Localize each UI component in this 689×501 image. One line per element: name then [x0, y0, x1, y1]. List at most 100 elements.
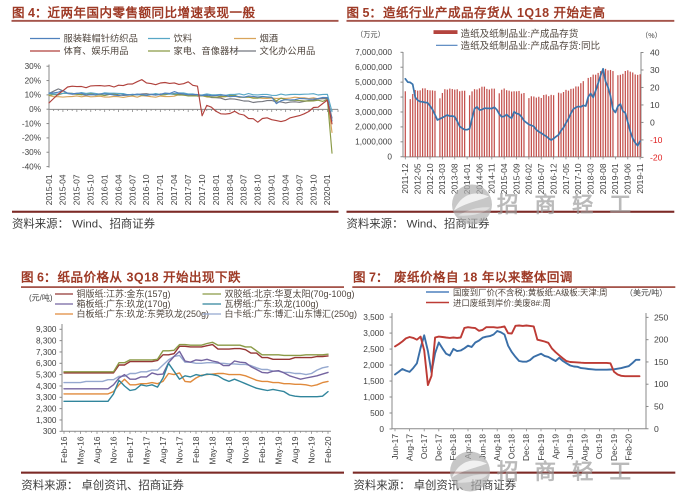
svg-text:7,300: 7,300: [36, 348, 57, 357]
svg-text:（美元/吨）: （美元/吨）: [625, 288, 667, 298]
svg-text:2018-01: 2018-01: [211, 174, 221, 205]
svg-text:造纸行业产成品存货从 1Q18 开始走高: 造纸行业产成品存货从 1Q18 开始走高: [383, 5, 606, 20]
svg-text:2018-07: 2018-07: [239, 174, 249, 205]
svg-text:2016-01: 2016-01: [100, 174, 110, 205]
svg-text:图 5：: 图 5：: [347, 6, 382, 20]
svg-text:2,300: 2,300: [36, 404, 57, 413]
svg-text:Feb-17: Feb-17: [125, 436, 135, 463]
svg-text:Feb-16: Feb-16: [59, 436, 69, 463]
svg-text:造纸及纸制品业:产成品存货: 造纸及纸制品业:产成品存货: [461, 28, 579, 40]
svg-text:Aug-17: Aug-17: [158, 436, 168, 463]
svg-text:招商轻工: 招商轻工: [497, 459, 647, 484]
svg-text:-10%: -10%: [22, 119, 41, 128]
svg-text:Apr-18: Apr-18: [463, 434, 473, 459]
svg-text:2019-06: 2019-06: [623, 163, 633, 194]
svg-text:2015-10: 2015-10: [86, 174, 96, 205]
svg-text:2012-05: 2012-05: [413, 163, 423, 194]
svg-text:-20: -20: [650, 152, 663, 162]
svg-text:进口废纸到岸价:美废8#:周: 进口废纸到岸价:美废8#:周: [453, 298, 551, 308]
svg-text:100: 100: [654, 379, 669, 389]
svg-text:1,500: 1,500: [363, 376, 384, 386]
svg-text:30%: 30%: [25, 62, 41, 71]
svg-text:Feb-20: Feb-20: [323, 436, 333, 463]
svg-text:Dec-19: Dec-19: [609, 434, 619, 461]
svg-text:Jun-19: Jun-19: [565, 434, 575, 460]
svg-text:Aug-17: Aug-17: [404, 434, 414, 461]
svg-text:双胶纸:北京:华夏太阳(70g-100g): 双胶纸:北京:华夏太阳(70g-100g): [225, 288, 355, 299]
svg-text:饮料: 饮料: [174, 33, 193, 44]
svg-text:4,300: 4,300: [36, 382, 57, 391]
svg-text:1,000: 1,000: [363, 392, 384, 402]
svg-text:2018-08: 2018-08: [598, 163, 608, 194]
svg-text:（%）: （%）: [641, 31, 662, 40]
svg-text:2019-01: 2019-01: [610, 163, 620, 194]
svg-text:7,000,000: 7,000,000: [355, 47, 392, 57]
svg-text:Nov-17: Nov-17: [174, 436, 184, 463]
svg-text:2017-04: 2017-04: [169, 174, 179, 205]
svg-text:家电、音像器材: 家电、音像器材: [174, 45, 239, 56]
svg-text:40: 40: [650, 48, 660, 58]
svg-text:May-16: May-16: [75, 436, 85, 464]
svg-text:近两年国内零售额同比增速表现一般: 近两年国内零售额同比增速表现一般: [48, 5, 256, 20]
svg-text:8,300: 8,300: [36, 336, 57, 345]
svg-text:白板纸:广东:玖龙:东莞玖龙(250g): 白板纸:广东:玖龙:东莞玖龙(250g): [77, 308, 210, 319]
svg-text:2018-03: 2018-03: [586, 163, 596, 194]
svg-text:2017-01: 2017-01: [155, 174, 165, 205]
svg-text:10: 10: [650, 100, 660, 110]
svg-text:Oct-18: Oct-18: [507, 434, 517, 459]
svg-text:500: 500: [370, 408, 384, 418]
svg-text:2019-10: 2019-10: [308, 174, 318, 205]
svg-text:1,300: 1,300: [36, 416, 57, 425]
svg-text:Oct-17: Oct-17: [419, 434, 429, 459]
svg-text:Feb-19: Feb-19: [536, 434, 546, 461]
svg-text:0: 0: [650, 117, 655, 127]
svg-text:造纸及纸制品业:产成品存货:同比: 造纸及纸制品业:产成品存货:同比: [461, 40, 601, 52]
svg-text:3,000: 3,000: [363, 328, 384, 338]
svg-text:服装鞋帽针纺织品: 服装鞋帽针纺织品: [64, 33, 138, 44]
svg-text:3,500: 3,500: [363, 312, 384, 322]
svg-text:体育、娱乐用品: 体育、娱乐用品: [64, 45, 129, 56]
svg-text:2015-01: 2015-01: [44, 174, 54, 205]
svg-text:300: 300: [43, 427, 57, 436]
svg-text:(元/吨): (元/吨): [29, 293, 53, 303]
svg-text:Dec-17: Dec-17: [434, 434, 444, 461]
svg-text:4,000,000: 4,000,000: [355, 92, 392, 102]
svg-text:-10: -10: [650, 135, 663, 145]
svg-text:纸品价格从 3Q18 开始出现下跌: 纸品价格从 3Q18 开始出现下跌: [58, 270, 242, 285]
svg-text:2015-04: 2015-04: [499, 163, 509, 194]
svg-text:2016-07: 2016-07: [536, 163, 546, 194]
svg-text:Feb-18: Feb-18: [191, 436, 201, 463]
svg-text:图 7：: 图 7：: [353, 271, 388, 285]
svg-text:铜版纸:江苏:金东(157g): 铜版纸:江苏:金东(157g): [77, 288, 171, 299]
svg-text:资料来源： 卓创资讯、招商证券: 资料来源： 卓创资讯、招商证券: [21, 478, 184, 492]
svg-text:招商轻工: 招商轻工: [497, 192, 647, 217]
svg-text:6,000,000: 6,000,000: [355, 62, 392, 72]
svg-text:2018-10: 2018-10: [253, 174, 263, 205]
svg-text:2019-01: 2019-01: [267, 174, 277, 205]
svg-text:200: 200: [654, 335, 669, 345]
svg-text:2012-10: 2012-10: [425, 163, 435, 194]
svg-text:0: 0: [379, 424, 384, 434]
svg-text:瓦楞纸:广东:玖龙(100g): 瓦楞纸:广东:玖龙(100g): [225, 298, 319, 309]
svg-text:2018-04: 2018-04: [225, 174, 235, 205]
svg-text:Apr-19: Apr-19: [550, 434, 560, 459]
svg-text:Oct-19: Oct-19: [594, 434, 604, 459]
svg-text:2016-04: 2016-04: [113, 174, 123, 205]
svg-text:废纸价格自 18 年以来整体回调: 废纸价格自 18 年以来整体回调: [394, 270, 573, 285]
svg-text:Nov-16: Nov-16: [108, 436, 118, 463]
svg-text:Feb-18: Feb-18: [448, 434, 458, 461]
svg-text:2013-08: 2013-08: [450, 163, 460, 194]
svg-text:Aug-18: Aug-18: [224, 436, 234, 463]
svg-text:Feb-19: Feb-19: [257, 436, 267, 463]
svg-text:2,500: 2,500: [363, 344, 384, 354]
svg-text:资料来源： Wind、招商证券: 资料来源： Wind、招商证券: [12, 217, 156, 231]
svg-text:9,300: 9,300: [36, 325, 57, 334]
svg-text:2017-07: 2017-07: [183, 174, 193, 205]
svg-text:2020-01: 2020-01: [322, 174, 332, 205]
svg-text:2015-04: 2015-04: [58, 174, 68, 205]
svg-text:2014-06: 2014-06: [474, 163, 484, 194]
svg-text:0: 0: [654, 424, 659, 434]
svg-text:May-19: May-19: [273, 436, 283, 464]
svg-text:6,300: 6,300: [36, 359, 57, 368]
svg-text:3,300: 3,300: [36, 393, 57, 402]
